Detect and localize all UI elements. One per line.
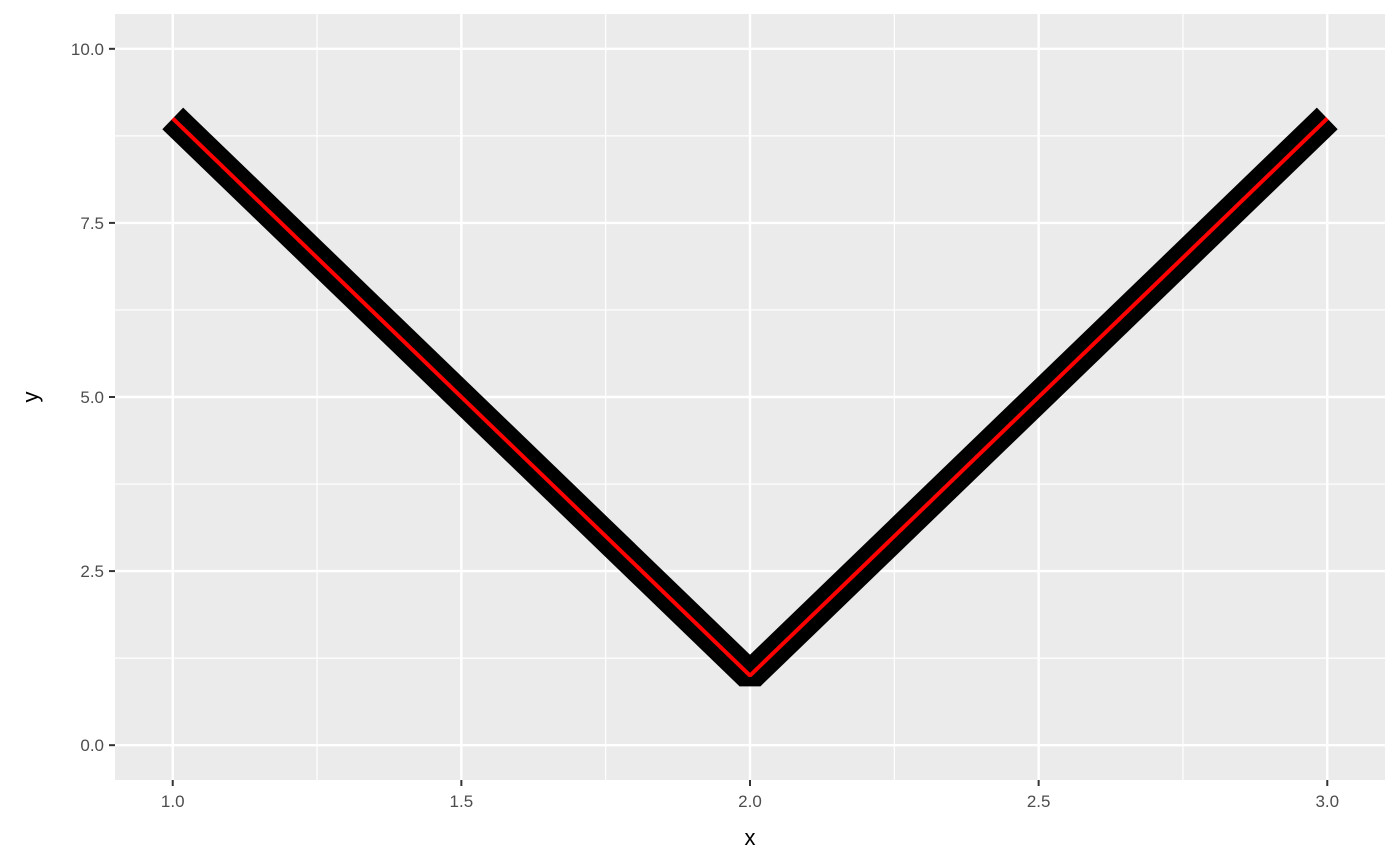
y-tick-label: 0.0 — [80, 736, 104, 755]
y-tick-label: 5.0 — [80, 388, 104, 407]
x-tick-label: 3.0 — [1315, 792, 1339, 811]
y-tick-label: 10.0 — [71, 40, 104, 59]
x-axis-label: x — [745, 825, 756, 850]
x-tick-label: 1.5 — [450, 792, 474, 811]
y-tick-label: 7.5 — [80, 214, 104, 233]
x-tick-label: 2.0 — [738, 792, 762, 811]
x-tick-label: 2.5 — [1027, 792, 1051, 811]
y-tick-label: 2.5 — [80, 562, 104, 581]
series — [162, 107, 1338, 687]
axes: 1.0 1.5 2.0 2.5 3.0 0.0 2.5 5.0 7.5 10.0 — [71, 40, 1339, 811]
series-line-red-thin — [171, 117, 1329, 677]
y-axis-label: y — [18, 392, 43, 403]
x-tick-label: 1.0 — [161, 792, 185, 811]
